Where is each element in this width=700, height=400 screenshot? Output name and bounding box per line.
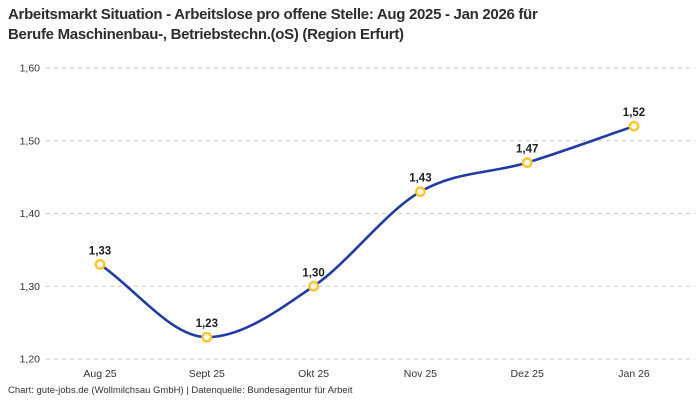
data-point-value-label: 1,23 bbox=[196, 318, 218, 330]
x-axis-tick-label: Sept 25 bbox=[189, 368, 225, 380]
y-axis-tick-label: 1,30 bbox=[20, 281, 41, 293]
data-point-marker bbox=[521, 157, 533, 169]
data-point-value-label: 1,52 bbox=[623, 107, 645, 119]
x-axis-tick-label: Aug 25 bbox=[83, 368, 116, 380]
chart-footer-attribution: Chart: gute-jobs.de (Wollmilchsau GmbH) … bbox=[8, 385, 353, 396]
x-axis-tick-label: Dez 25 bbox=[511, 368, 544, 380]
series-line bbox=[98, 124, 636, 339]
chart-title: Arbeitsmarkt Situation - Arbeitslose pro… bbox=[8, 5, 696, 45]
data-point-value-label: 1,30 bbox=[302, 267, 324, 279]
data-point-marker bbox=[94, 258, 106, 270]
data-point-marker bbox=[628, 120, 640, 132]
x-axis-tick-label: Nov 25 bbox=[404, 368, 437, 380]
y-axis-tick-label: 1,20 bbox=[20, 354, 41, 366]
y-axis-tick-label: 1,40 bbox=[20, 208, 41, 220]
chart-title-line-1: Arbeitsmarkt Situation - Arbeitslose pro… bbox=[8, 6, 538, 23]
data-point-value-label: 1,33 bbox=[89, 245, 111, 257]
x-axis-tick-label: Jan 26 bbox=[618, 368, 650, 380]
chart-title-line-2: Berufe Maschinenbau-, Betriebstechn.(oS)… bbox=[8, 26, 404, 43]
data-point-marker bbox=[201, 331, 213, 343]
data-point-marker bbox=[308, 280, 320, 292]
data-point-value-label: 1,43 bbox=[409, 173, 431, 185]
data-point-marker bbox=[414, 186, 426, 198]
data-point-value-label: 1,47 bbox=[516, 144, 538, 156]
y-axis-tick-label: 1,60 bbox=[20, 63, 41, 75]
x-axis-tick-label: Okt 25 bbox=[298, 368, 329, 380]
y-axis-tick-label: 1,50 bbox=[20, 135, 41, 147]
